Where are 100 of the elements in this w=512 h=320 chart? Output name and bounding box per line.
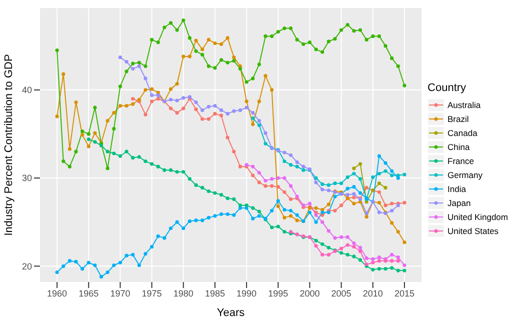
- point: [131, 62, 135, 66]
- point: [326, 252, 330, 256]
- point: [384, 204, 388, 208]
- point: [339, 182, 344, 186]
- point: [364, 211, 368, 216]
- point: [339, 235, 344, 239]
- point: [137, 64, 141, 68]
- point: [276, 30, 280, 34]
- point: [333, 208, 337, 212]
- point: [264, 131, 268, 135]
- point: [206, 64, 210, 68]
- point: [213, 104, 217, 108]
- point: [86, 132, 90, 136]
- point: [320, 50, 324, 54]
- point: [371, 260, 375, 264]
- point: [137, 263, 141, 268]
- point: [112, 263, 116, 268]
- point: [384, 186, 388, 190]
- point: [302, 164, 306, 168]
- point: [295, 213, 299, 217]
- point: [55, 114, 59, 118]
- point: [175, 220, 179, 224]
- point: [333, 194, 337, 198]
- point: [238, 164, 242, 168]
- point: [295, 160, 299, 164]
- point: [257, 180, 261, 184]
- point: [162, 26, 166, 30]
- point: [219, 42, 224, 46]
- point: [194, 108, 198, 112]
- point: [238, 66, 242, 71]
- point: [112, 111, 116, 115]
- point: [131, 66, 135, 71]
- point: [326, 229, 330, 233]
- point: [144, 160, 148, 164]
- x-tick-label: 1975: [142, 288, 162, 298]
- point: [364, 256, 368, 260]
- point: [226, 112, 230, 116]
- point: [232, 109, 236, 113]
- point: [333, 236, 337, 240]
- point: [364, 186, 368, 190]
- point: [352, 29, 356, 33]
- point: [213, 214, 217, 218]
- point: [346, 192, 350, 197]
- point: [168, 87, 173, 91]
- point: [346, 22, 350, 27]
- x-tick-label: 1990: [236, 288, 257, 298]
- point: [308, 40, 312, 44]
- point: [314, 213, 318, 217]
- point: [244, 80, 248, 84]
- legend-label: India: [448, 184, 466, 194]
- point: [194, 49, 198, 53]
- point: [150, 93, 154, 98]
- point: [150, 244, 154, 249]
- point: [295, 38, 299, 42]
- point: [251, 111, 255, 115]
- point: [396, 268, 400, 272]
- point: [390, 174, 394, 178]
- point: [238, 206, 242, 210]
- point: [219, 192, 224, 197]
- point: [264, 142, 268, 146]
- point: [219, 108, 224, 112]
- x-tick-label: 1970: [110, 288, 130, 298]
- point: [175, 170, 179, 174]
- point: [384, 44, 388, 48]
- x-tick-label: 2005: [331, 288, 352, 298]
- y-tick-label: 40: [22, 85, 32, 96]
- point: [377, 182, 381, 186]
- point: [308, 202, 312, 206]
- legend-label: Germany: [448, 170, 482, 180]
- point: [150, 87, 154, 91]
- point: [264, 74, 268, 78]
- point: [371, 34, 375, 38]
- point: [288, 208, 293, 212]
- point: [276, 199, 280, 203]
- point: [131, 102, 135, 106]
- point: [288, 184, 293, 188]
- point: [257, 210, 261, 214]
- point: [175, 28, 179, 32]
- point: [320, 220, 324, 224]
- point: [352, 185, 356, 189]
- point: [364, 38, 368, 42]
- point: [384, 161, 388, 165]
- point: [352, 202, 356, 206]
- point: [320, 210, 324, 214]
- point: [402, 268, 406, 272]
- point: [156, 40, 160, 44]
- point: [156, 93, 160, 98]
- point: [188, 177, 192, 181]
- point: [390, 221, 394, 225]
- point: [346, 235, 350, 239]
- point: [244, 206, 248, 210]
- point: [106, 166, 110, 170]
- point: [200, 186, 204, 190]
- point: [352, 241, 356, 246]
- point: [396, 64, 400, 68]
- point: [282, 216, 286, 220]
- point: [251, 164, 255, 168]
- point: [346, 252, 350, 256]
- point: [106, 118, 110, 123]
- legend-label: Canada: [448, 128, 478, 138]
